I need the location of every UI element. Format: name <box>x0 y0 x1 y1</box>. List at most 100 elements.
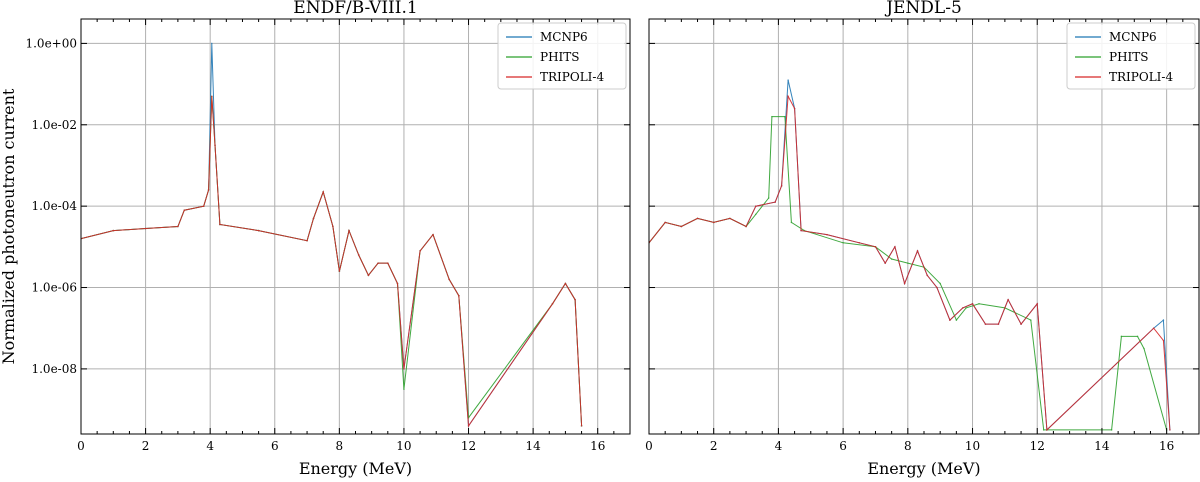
data-point-tripoli-4 <box>357 254 360 256</box>
x-tick-label: 2 <box>142 439 150 453</box>
data-point-tripoli-4 <box>348 229 350 232</box>
y-tick-label: 1.0e-06 <box>31 281 77 295</box>
data-point-tripoli-4 <box>377 262 379 264</box>
data-point-tripoli-4 <box>183 209 186 212</box>
data-point-tripoli-4 <box>202 205 205 207</box>
data-point-tripoli-4 <box>564 282 567 285</box>
data-point-tripoli-4 <box>432 233 434 236</box>
data-point-tripoli-4 <box>177 225 179 228</box>
data-point-phits <box>784 115 786 118</box>
data-point-tripoli-4 <box>729 217 731 220</box>
data-point-tripoli-4 <box>367 274 370 277</box>
data-point-tripoli-4 <box>793 107 796 110</box>
data-point-tripoli-4 <box>257 229 260 232</box>
legend-box <box>497 22 627 90</box>
data-point-tripoli-4 <box>680 225 683 228</box>
x-tick-label: 8 <box>336 439 344 453</box>
data-point-tripoli-4 <box>664 221 666 224</box>
data-point-tripoli-4 <box>322 191 325 193</box>
data-point-tripoli-4 <box>1036 303 1039 305</box>
x-tick-label: 10 <box>396 439 411 453</box>
data-point-tripoli-4 <box>780 185 783 187</box>
data-point-tripoli-4 <box>754 205 757 207</box>
data-point-tripoli-4 <box>926 274 929 277</box>
y-tick-label: 1.0e-02 <box>31 118 77 132</box>
data-point-phits <box>890 258 893 260</box>
data-point-phits <box>939 282 941 285</box>
data-point-phits <box>842 241 844 244</box>
legend-entry-mcnp6: MCNP6 <box>540 30 588 44</box>
x-axis-label: Energy (MeV) <box>867 459 980 478</box>
data-point-tripoli-4 <box>403 368 405 370</box>
x-tick-label: 14 <box>525 439 541 453</box>
legend-entry-phits: PHITS <box>540 50 580 64</box>
data-point-mcnp6 <box>210 42 213 45</box>
data-point-tripoli-4 <box>386 262 389 264</box>
data-point-phits <box>955 319 958 321</box>
data-point-tripoli-4 <box>696 217 699 220</box>
data-point-phits <box>1110 429 1113 431</box>
data-point-tripoli-4 <box>332 225 334 228</box>
data-point-tripoli-4 <box>745 225 747 228</box>
x-tick-label: 8 <box>904 439 912 453</box>
series-line-phits <box>81 96 583 426</box>
x-tick-label: 12 <box>1030 439 1045 453</box>
data-point-tripoli-4 <box>858 241 861 244</box>
data-point-tripoli-4 <box>1046 429 1048 431</box>
x-tick-label: 6 <box>839 439 847 453</box>
data-point-tripoli-4 <box>787 95 789 98</box>
chart-panel-1: 0 2 4 6 8 10 12 14 16 1.0e+00 1.0e-02 1.0e-04 1.0e-0… <box>0 0 631 478</box>
data-point-tripoli-4 <box>448 278 450 281</box>
data-point-phits <box>1120 335 1123 338</box>
data-point-tripoli-4 <box>1162 339 1165 342</box>
legend-box <box>1066 22 1196 90</box>
data-point-tripoli-4 <box>826 233 828 236</box>
y-tick-label: 1.0e-08 <box>31 362 77 376</box>
data-point-tripoli-4 <box>112 229 115 232</box>
y-tick-label: 1.0e+00 <box>25 36 77 50</box>
data-point-phits <box>771 115 773 118</box>
data-point-phits <box>767 197 770 199</box>
data-point-tripoli-4 <box>144 227 147 230</box>
data-point-tripoli-4 <box>712 221 715 224</box>
data-point-phits <box>907 262 909 264</box>
data-point-tripoli-4 <box>467 425 470 427</box>
data-point-tripoli-4 <box>396 282 399 285</box>
data-point-tripoli-4 <box>1020 323 1022 325</box>
data-point-phits <box>1143 347 1145 350</box>
grid <box>648 19 1199 434</box>
series-line-tripoli-4 <box>81 96 583 428</box>
data-point-mcnp6 <box>1162 319 1165 321</box>
x-tick-label: 10 <box>965 439 980 453</box>
data-point-tripoli-4 <box>894 246 896 248</box>
legend-entry-tripoli-4: TRIPOLI-4 <box>1109 70 1173 84</box>
data-point-tripoli-4 <box>306 239 308 242</box>
x-tick-label: 0 <box>645 439 653 453</box>
data-point-tripoli-4 <box>1007 298 1009 301</box>
data-point-phits <box>1029 319 1032 321</box>
data-point-tripoli-4 <box>971 303 974 305</box>
series-group <box>649 79 1171 431</box>
series-line-mcnp6 <box>649 79 1171 431</box>
data-point-tripoli-4 <box>458 294 460 297</box>
data-point-tripoli-4 <box>312 217 315 220</box>
data-point-mcnp6 <box>787 79 789 81</box>
x-tick-label: 4 <box>775 439 783 453</box>
x-tick-label: 4 <box>206 439 214 453</box>
data-point-tripoli-4 <box>949 319 951 321</box>
legend-entry-phits: PHITS <box>1109 50 1149 64</box>
y-tick-label: 1.0e-04 <box>31 199 77 213</box>
data-point-phits <box>403 388 405 391</box>
legend-entry-mcnp6: MCNP6 <box>1109 30 1157 44</box>
data-point-tripoli-4 <box>580 425 583 427</box>
data-point-tripoli-4 <box>984 323 987 325</box>
data-point-phits <box>978 303 980 305</box>
x-tick-label: 0 <box>77 439 85 453</box>
legend: MCNP6 PHITS TRIPOLI-4 <box>1066 22 1196 90</box>
data-point-tripoli-4 <box>214 144 216 146</box>
data-point-phits <box>1042 429 1045 431</box>
x-tick-label: 12 <box>461 439 476 453</box>
y-axis-label: Normalized photoneutron current <box>0 88 18 364</box>
legend-entry-tripoli-4: TRIPOLI-4 <box>540 70 604 84</box>
